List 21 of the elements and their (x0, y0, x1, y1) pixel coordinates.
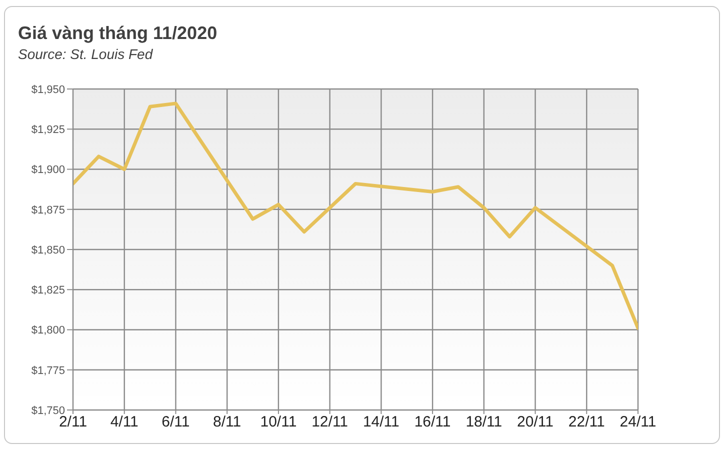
x-tick-label: 12/11 (312, 414, 348, 431)
x-tick-label: 18/11 (466, 414, 502, 431)
y-tick-label: $1,925 (31, 124, 65, 136)
y-tick-label: $1,900 (31, 164, 65, 176)
chart-subtitle: Source: St. Louis Fed (18, 46, 153, 62)
x-tick-label: 14/11 (362, 414, 400, 431)
y-tick-label: $1,950 (31, 84, 65, 96)
x-tick-label: 4/11 (110, 414, 138, 431)
y-tick-label: $1,875 (31, 204, 65, 216)
x-tick-label: 8/11 (213, 414, 242, 431)
x-tick-label: 16/11 (414, 414, 451, 431)
y-tick-label: $1,825 (31, 284, 65, 297)
y-tick-label: $1,775 (31, 364, 65, 377)
x-tick-label: 10/11 (260, 414, 297, 431)
chart-title: Giá vàng tháng 11/2020 (18, 23, 218, 44)
x-tick-label: 20/11 (517, 414, 554, 431)
y-tick-label: $1,800 (31, 324, 65, 337)
x-tick-label: 24/11 (620, 414, 656, 431)
y-tick-label: $1,850 (31, 244, 65, 256)
x-tick-label: 6/11 (162, 414, 190, 431)
x-tick-label: 22/11 (568, 414, 605, 431)
